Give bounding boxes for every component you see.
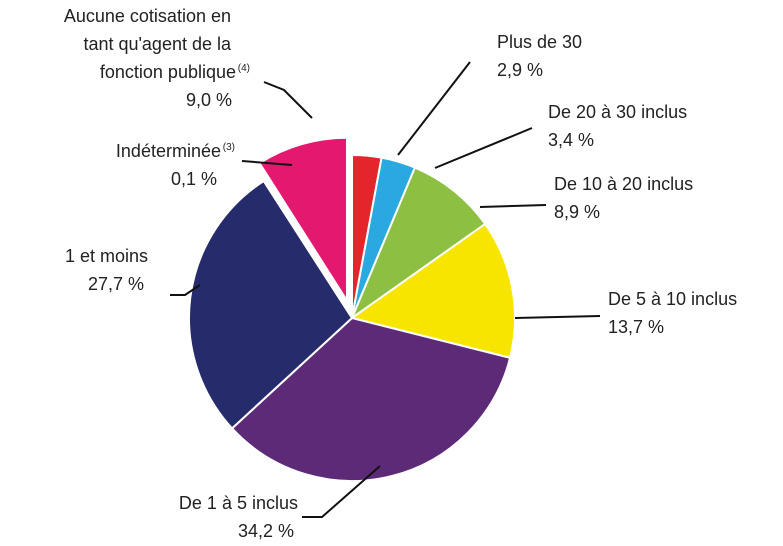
pie-slice (262, 179, 353, 319)
leader-line (263, 81, 313, 119)
slice-label: Aucune cotisation en tant qu'agent de la… (64, 6, 236, 82)
value-label: 34,2 % (238, 521, 294, 541)
slice-label: Plus de 30 (497, 32, 582, 52)
leader-line (514, 315, 601, 319)
value-label: 8,9 % (554, 202, 600, 222)
value-label: 0,1 % (171, 169, 217, 189)
leader-line (241, 160, 293, 166)
value-label: 3,4 % (548, 130, 594, 150)
leader-line (302, 465, 381, 518)
slice-label: 1 et moins (65, 246, 148, 266)
leader-line (434, 127, 533, 169)
value-label: 13,7 % (608, 317, 664, 337)
pie-slice (188, 179, 354, 430)
leader-line (479, 204, 547, 208)
leader-line (170, 284, 201, 296)
footnote-ref: (3) (223, 142, 235, 153)
slice-label: De 10 à 20 inclus (554, 174, 693, 194)
pie-slice (349, 166, 487, 321)
value-label: 27,7 % (88, 274, 144, 294)
slice-label: Indéterminée (116, 141, 221, 161)
value-label: 9,0 % (186, 90, 232, 110)
slice-label: De 5 à 10 inclus (608, 289, 737, 309)
footnote-ref: (4) (238, 63, 250, 74)
slice-label: De 1 à 5 inclus (179, 493, 298, 513)
leader-line (397, 61, 471, 156)
pie-slice (349, 222, 516, 360)
slice-label: De 20 à 30 inclus (548, 102, 687, 122)
value-label: 2,9 % (497, 60, 543, 80)
pie-slice (230, 316, 512, 482)
